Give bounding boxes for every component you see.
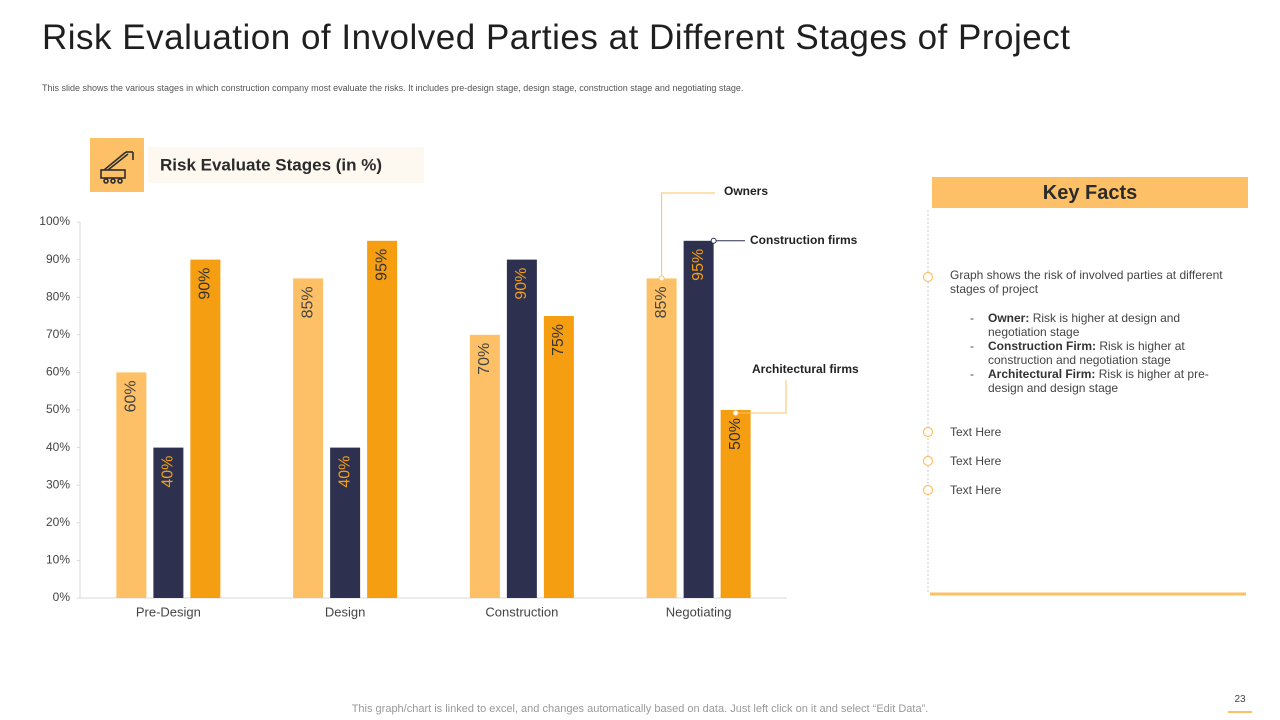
y-tick-label: 40% — [46, 440, 70, 454]
legend-marker — [732, 410, 739, 416]
y-tick-label: 0% — [53, 590, 71, 604]
y-tick-label: 10% — [46, 553, 70, 567]
key-fact-item: Text Here — [950, 454, 1002, 468]
key-facts-intro: Graph shows the risk of involved parties… — [950, 268, 1223, 296]
y-tick-label: 70% — [46, 327, 70, 341]
key-fact-item: Text Here — [950, 483, 1002, 497]
key-fact-text: Risk is higher at pre-design and design … — [988, 367, 1209, 395]
icon-box — [90, 138, 144, 192]
bar — [367, 240, 398, 599]
bar — [506, 259, 537, 598]
value-label: 95% — [690, 249, 707, 281]
value-label: 70% — [476, 343, 493, 375]
page-number: 23 — [1228, 694, 1252, 713]
y-tick-label: 30% — [46, 477, 70, 491]
y-tick-label: 90% — [46, 252, 70, 266]
legend-marker — [658, 275, 665, 282]
value-label: 40% — [160, 456, 177, 488]
bar — [469, 334, 500, 598]
x-tick-label: Pre-Design — [136, 604, 201, 619]
chart-title: Risk Evaluate Stages (in %) — [160, 155, 382, 174]
bar — [190, 259, 221, 598]
key-fact-text: Risk is higher at design and negotiation… — [988, 311, 1181, 339]
legend-leader — [661, 192, 715, 279]
value-label: 50% — [727, 418, 744, 450]
value-label: 95% — [373, 249, 390, 281]
x-tick-label: Construction — [485, 604, 558, 619]
value-label: 40% — [336, 456, 353, 488]
value-label: 85% — [299, 286, 316, 318]
legend-marker — [710, 237, 717, 244]
crane-icon — [100, 151, 134, 184]
key-facts-points: Owner: Risk is higher at design and nego… — [970, 311, 1220, 395]
x-tick-label: Negotiating — [666, 604, 732, 619]
value-label: 75% — [550, 324, 567, 356]
timeline-dots — [922, 271, 934, 496]
key-fact-label: Architectural Firm: — [988, 367, 1096, 381]
y-tick-label: 20% — [46, 515, 70, 529]
value-label: 85% — [653, 286, 670, 318]
bar — [683, 240, 714, 599]
bar — [116, 372, 147, 598]
key-fact-point: Construction Firm: Risk is higher at con… — [970, 339, 1220, 367]
slide-subtitle: This slide shows the various stages in w… — [42, 83, 744, 93]
key-facts-heading: Key Facts — [932, 177, 1248, 208]
bar — [646, 278, 677, 598]
value-label: 90% — [197, 268, 214, 300]
key-fact-label: Construction Firm: — [988, 339, 1096, 353]
legend-label: Owners — [724, 184, 768, 198]
key-fact-item: Text Here — [950, 425, 1002, 439]
y-tick-label: 50% — [46, 402, 70, 416]
value-label: 90% — [513, 268, 530, 300]
key-fact-point: Owner: Risk is higher at design and nego… — [970, 311, 1220, 339]
key-fact-text: Risk is higher at construction and negot… — [988, 339, 1185, 367]
bar — [293, 278, 324, 598]
legend-leader — [735, 380, 787, 414]
y-tick-label: 100% — [39, 214, 70, 228]
bar — [543, 316, 574, 598]
bar — [720, 410, 751, 598]
bar — [330, 447, 361, 598]
slide-title: Risk Evaluation of Involved Parties at D… — [42, 18, 1071, 57]
y-tick-label: 60% — [46, 365, 70, 379]
x-tick-label: Design — [325, 604, 365, 619]
value-label: 60% — [123, 380, 140, 412]
chart-title-box — [148, 147, 424, 183]
footer-note: This graph/chart is linked to excel, and… — [351, 703, 929, 715]
key-fact-label: Owner: — [988, 311, 1030, 325]
legend-label: Architectural firms — [752, 362, 859, 376]
legend-label: Construction firms — [750, 233, 858, 247]
y-tick-label: 80% — [46, 289, 70, 303]
key-fact-point: Architectural Firm: Risk is higher at pr… — [970, 367, 1220, 395]
bar — [153, 447, 184, 598]
